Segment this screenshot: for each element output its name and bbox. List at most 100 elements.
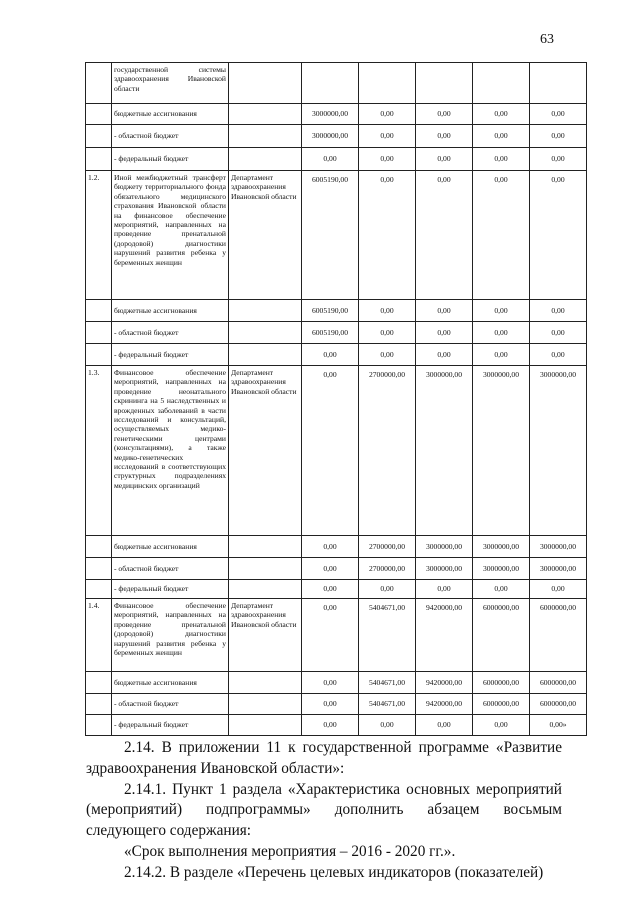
executor: Департамент здравоохранения Ивановской о… <box>228 598 302 672</box>
amount-cell: 9420000,00 <box>415 598 473 672</box>
table-row: бюджетные ассигнования 0,00 5404671,00 9420… <box>85 671 587 694</box>
executor <box>228 579 302 599</box>
amount-cell: 0,00 <box>358 343 416 366</box>
measure-name: - областной бюджет <box>111 693 229 715</box>
amount-cell: 0,00 <box>358 714 416 736</box>
executor <box>228 671 302 694</box>
row-number <box>85 103 112 125</box>
amount-cell: 0,00 <box>358 299 416 322</box>
executor <box>228 714 302 736</box>
table-row: - федеральный бюджет 0,00 0,00 0,00 0,00 0,00 <box>85 343 587 366</box>
amount-cell: 3000000,00 <box>472 535 530 558</box>
amount-cell: 0,00 <box>358 170 416 300</box>
table-row: 1.3. Финансовое обеспечение мероприятий, … <box>85 365 587 536</box>
measure-name: - федеральный бюджет <box>111 579 229 599</box>
amount-cell: 6000000,00 <box>529 671 587 694</box>
measure-name: бюджетные ассигнования <box>111 103 229 125</box>
measure-name: бюджетные ассигнования <box>111 299 229 322</box>
row-number <box>85 124 112 148</box>
amount-cell: 6005190,00 <box>301 321 359 344</box>
amount-cell: 0,00 <box>358 124 416 148</box>
amount-cell: 3000000,00 <box>415 557 473 580</box>
amount-cell: 5404671,00 <box>358 671 416 694</box>
amount-cell: 0,00 <box>415 147 473 171</box>
measure-name: - федеральный бюджет <box>111 147 229 171</box>
amount-cell: 0,00 <box>415 343 473 366</box>
table-row: государственной системы здравоохранения … <box>85 62 587 104</box>
amount-cell: 0,00 <box>529 343 587 366</box>
measure-name: государственной системы здравоохранения … <box>111 62 229 104</box>
amount-cell: 0,00 <box>301 598 359 672</box>
amount-cell: 0,00 <box>472 103 530 125</box>
amount-cell: 0,00 <box>415 579 473 599</box>
amount-cell: 0,00 <box>529 170 587 300</box>
row-number <box>85 535 112 558</box>
row-number <box>85 343 112 366</box>
row-number <box>85 579 112 599</box>
measure-name: - областной бюджет <box>111 557 229 580</box>
amount-cell: 0,00 <box>529 579 587 599</box>
amount-cell: 3000000,00 <box>415 535 473 558</box>
paragraph: 2.14.1. Пункт 1 раздела «Характеристика … <box>86 780 562 840</box>
measure-name: - федеральный бюджет <box>111 343 229 366</box>
amount-cell: 6005190,00 <box>301 170 359 300</box>
amount-cell: 0,00 <box>472 321 530 344</box>
row-number <box>85 299 112 322</box>
row-number <box>85 693 112 715</box>
amount-cell <box>472 62 530 104</box>
measure-name: бюджетные ассигнования <box>111 671 229 694</box>
amount-cell: 3000000,00 <box>529 535 587 558</box>
amount-cell: 5404671,00 <box>358 598 416 672</box>
amount-cell: 0,00 <box>301 535 359 558</box>
page-number: 63 <box>540 32 554 47</box>
amount-cell: 0,00 <box>415 299 473 322</box>
executor <box>228 62 302 104</box>
amount-cell: 6005190,00 <box>301 299 359 322</box>
row-number: 1.4. <box>85 598 112 672</box>
row-number: 1.3. <box>85 365 112 536</box>
amount-cell: 0,00 <box>301 343 359 366</box>
table-row: - областной бюджет 6005190,00 0,00 0,00 0,00… <box>85 321 587 344</box>
executor <box>228 147 302 171</box>
paragraph: 2.14. В приложении 11 к государственной … <box>86 739 562 777</box>
measure-name: Финансовое обеспечение мероприятий, напр… <box>111 598 229 672</box>
amount-cell: 0,00 <box>472 299 530 322</box>
amount-cell: 0,00 <box>472 147 530 171</box>
amount-cell: 0,00 <box>415 714 473 736</box>
paragraph: «Срок выполнения мероприятия – 2016 - 20… <box>124 842 456 860</box>
amount-cell: 0,00 <box>472 170 530 300</box>
amount-cell: 9420000,00 <box>415 693 473 715</box>
amount-cell: 0,00 <box>358 321 416 344</box>
executor <box>228 124 302 148</box>
row-number: 1.2. <box>85 170 112 300</box>
table-row: - областной бюджет 0,00 5404671,00 9420000,… <box>85 693 587 715</box>
amount-cell: 0,00 <box>472 579 530 599</box>
amount-cell: 0,00 <box>358 579 416 599</box>
measure-name: Финансовое обеспечение мероприятий, напр… <box>111 365 229 536</box>
row-number <box>85 557 112 580</box>
table-row: - федеральный бюджет 0,00 0,00 0,00 0,00 0,00 <box>85 147 587 171</box>
amount-cell: 0,00 <box>529 147 587 171</box>
executor <box>228 535 302 558</box>
amount-cell: 0,00 <box>529 124 587 148</box>
amount-cell: 0,00 <box>301 147 359 171</box>
executor <box>228 693 302 715</box>
amount-cell: 2700000,00 <box>358 535 416 558</box>
table-row: - федеральный бюджет 0,00 0,00 0,00 0,00 0,00… <box>85 714 587 736</box>
table-row: бюджетные ассигнования 6005190,00 0,00 0,00… <box>85 299 587 322</box>
row-number <box>85 671 112 694</box>
amount-cell: 0,00 <box>301 693 359 715</box>
amount-cell <box>415 62 473 104</box>
table-row: - федеральный бюджет 0,00 0,00 0,00 0,00 0,00 <box>85 579 587 599</box>
amount-cell: 0,00 <box>529 299 587 322</box>
amount-cell: 0,00 <box>415 321 473 344</box>
executor <box>228 299 302 322</box>
amount-cell <box>529 62 587 104</box>
amount-cell: 0,00 <box>415 170 473 300</box>
amount-cell: 3000000,00 <box>472 557 530 580</box>
amount-cell: 6000000,00 <box>472 671 530 694</box>
table-row: бюджетные ассигнования 3000000,00 0,00 0,00… <box>85 103 587 125</box>
amount-cell: 0,00 <box>415 124 473 148</box>
executor: Департамент здравоохранения Ивановской о… <box>228 170 302 300</box>
measure-name: - федеральный бюджет <box>111 714 229 736</box>
